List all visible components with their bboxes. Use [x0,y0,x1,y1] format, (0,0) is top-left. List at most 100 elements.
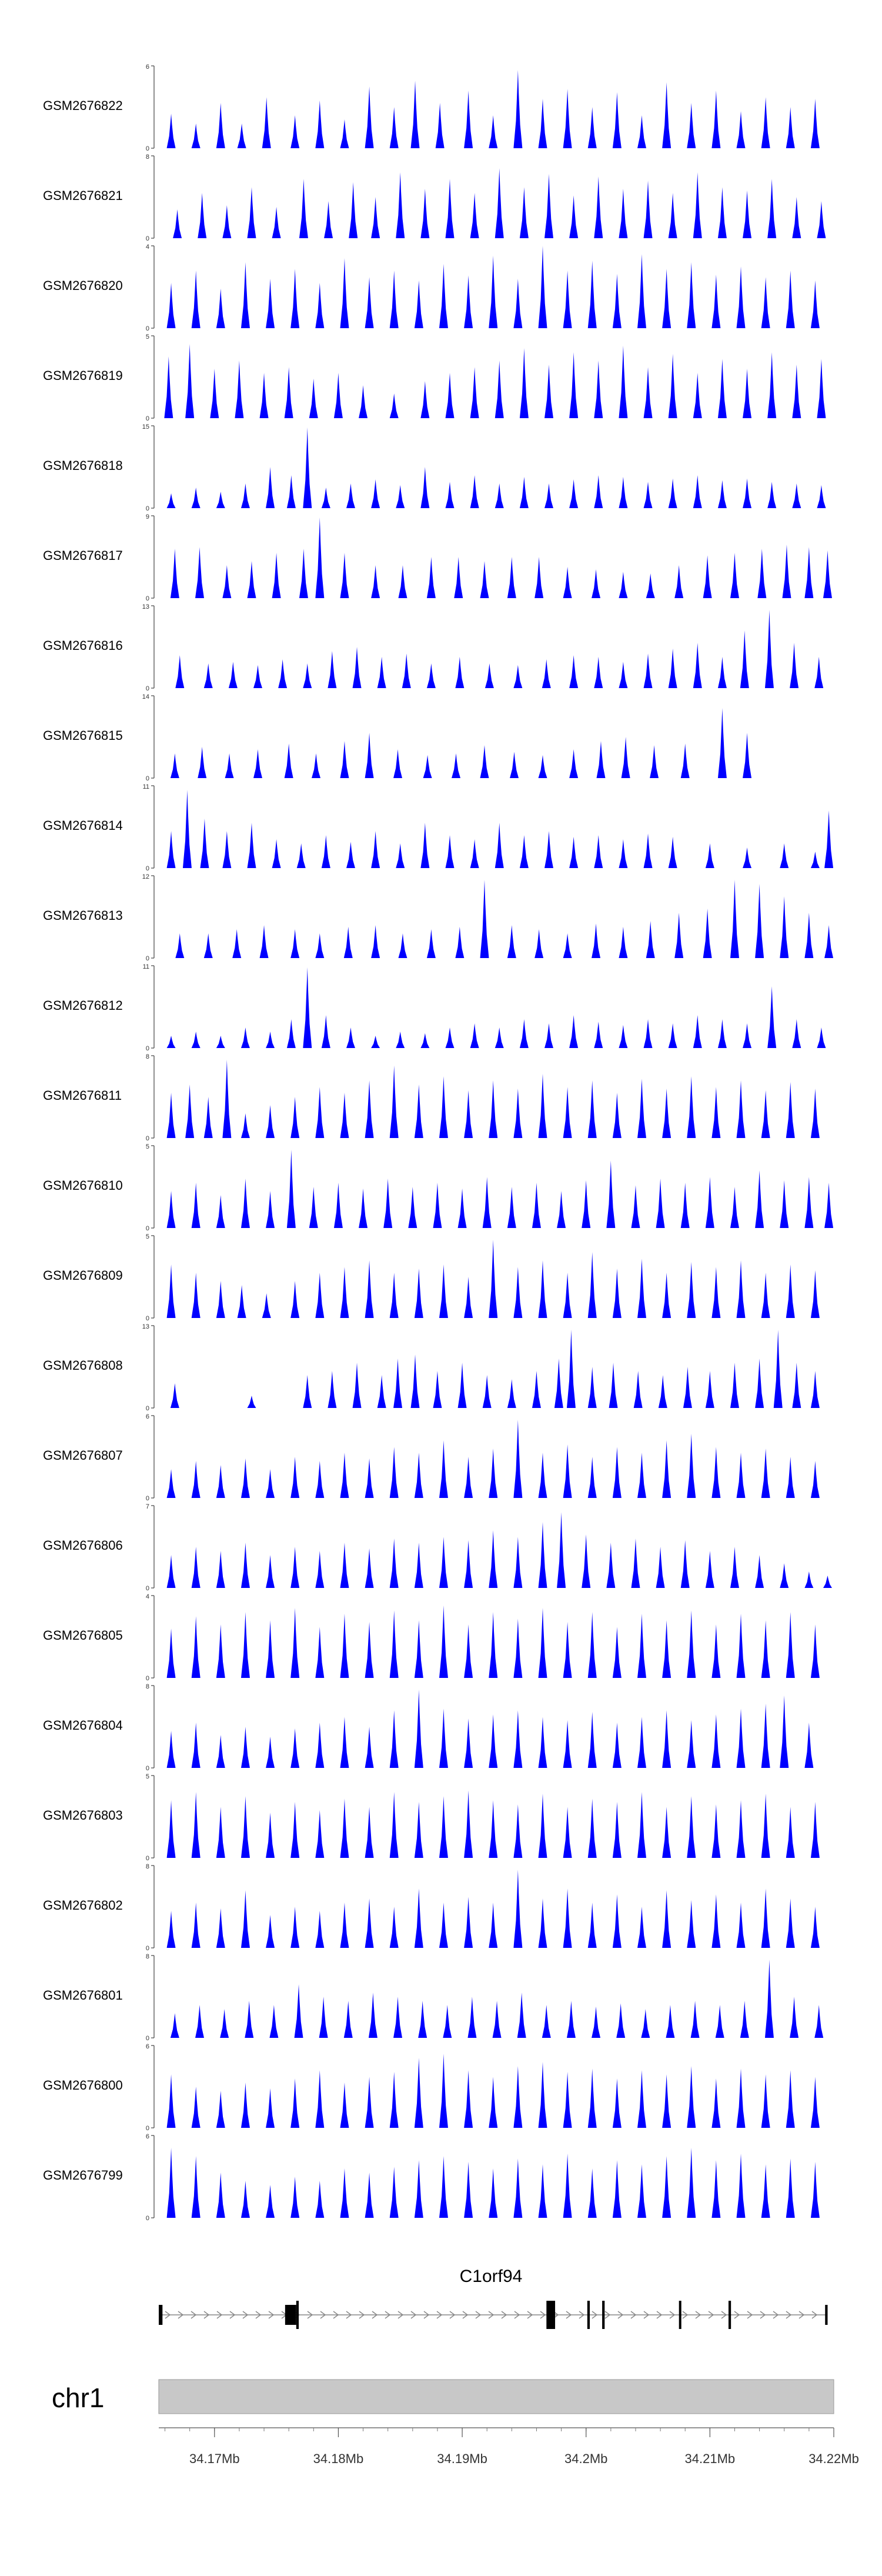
coverage-peak [389,1710,399,1768]
coverage-peak [480,880,489,958]
track-GSM2676817: GSM2676817 9 0 [43,513,832,602]
coverage-peak [687,1720,696,1768]
coverage-peak [786,2158,795,2218]
y-tick-label-zero: 0 [146,2035,149,2042]
coverage-peak [538,99,547,148]
coverage-peak [612,1723,622,1768]
coverage-peak [761,1703,770,1768]
track-GSM2676818: GSM2676818 15 0 [43,423,826,512]
coverage-peak [266,1191,275,1228]
coverage-peak [668,1023,677,1048]
coverage-peak [554,1359,563,1408]
coverage-peak [643,181,653,238]
coverage-peak [519,348,529,418]
coverage-peak [761,1620,770,1678]
track-GSM2676809: GSM2676809 5 0 [43,1233,820,1322]
coverage-peak [340,1798,349,1858]
coverage-peak [755,1170,764,1228]
coverage-peak [711,1804,721,1858]
gene-track: C1orf94 [159,2267,828,2329]
coverage-peak [253,749,263,778]
coverage-peak [711,1447,721,1498]
coverage-peak [371,925,380,958]
strand-arrow [566,2311,572,2319]
coverage-peak [365,733,374,778]
strand-arrow [346,2311,352,2319]
coverage-peak [542,2005,551,2038]
coverage-peak [408,1187,417,1228]
coverage-peak [517,1993,526,2038]
coverage-peak [780,1563,789,1588]
coverage-peak [687,1900,696,1948]
coverage-peak [240,1543,250,1588]
coverage-peak [662,1710,671,1768]
coverage-peak [674,913,684,958]
coverage-peak [166,831,176,868]
coverage-peak [170,753,179,778]
coverage-peak [643,833,653,868]
coverage-peak [170,2013,179,2038]
coverage-peak [365,277,374,328]
coverage-peak [637,2070,647,2128]
strand-arrow [255,2311,262,2319]
y-tick-label-max: 14 [142,693,149,700]
coverage-peak [563,89,572,148]
strand-arrow [475,2311,482,2319]
coverage-peak [343,926,353,958]
y-tick-label-max: 8 [146,154,149,161]
strand-arrow [397,2311,404,2319]
coverage-peak [290,1547,300,1588]
coverage-peak [315,100,325,148]
coverage-peak [606,1543,616,1588]
exon-cds [546,2301,556,2329]
coverage-peak [743,190,752,238]
coverage-peak [563,1720,572,1768]
coverage-peak [683,1367,692,1408]
coverage-peak [452,753,461,778]
coverage-peak [489,1800,498,1858]
y-tick-label-zero: 0 [146,505,149,512]
coverage-peak [687,103,696,148]
coverage-peak [489,1612,498,1678]
coverage-peak [594,475,603,508]
coverage-peak [736,1800,746,1858]
coverage-peak [420,823,430,868]
coverage-peak [513,1870,523,1948]
coverage-peak [582,1534,591,1588]
strand-arrow [747,2311,753,2319]
y-tick-label-zero: 0 [146,1135,149,1142]
coverage-peak [235,361,244,418]
coverage-peak [166,1191,176,1228]
coverage-peak [489,2168,498,2218]
coverage-peak [495,823,504,868]
coverage-peak [513,2066,523,2128]
coverage-peak [315,933,325,958]
coverage-peak [680,1183,690,1228]
y-tick-label-zero: 0 [146,2215,149,2222]
coverage-peak [346,1027,355,1048]
gene-name-label: C1orf94 [460,2267,523,2286]
coverage-peak [705,1551,714,1588]
y-tick-label-zero: 0 [146,415,149,422]
coverage-peak [216,2091,225,2128]
coverage-peak [457,1188,467,1228]
track-label: GSM2676799 [43,2168,123,2183]
coverage-peak [315,2181,325,2218]
y-tick-label-zero: 0 [146,955,149,962]
coverage-peak [711,91,721,148]
coverage-peak [315,2070,325,2128]
coverage-peak [761,2164,770,2218]
track-GSM2676807: GSM2676807 6 0 [43,1413,820,1502]
coverage-peak [736,1080,746,1138]
coverage-peak [569,836,579,868]
coverage-peak [687,1433,696,1498]
track-GSM2676810: GSM2676810 5 0 [43,1143,834,1232]
coverage-peak [823,1576,832,1588]
strand-arrow [514,2311,520,2319]
coverage-peak [717,708,727,778]
coverage-peak [240,1113,250,1138]
coverage-peak [389,1907,399,1948]
coverage-peak [656,1179,665,1228]
coverage-peak [519,476,529,508]
coverage-peak [619,926,628,958]
